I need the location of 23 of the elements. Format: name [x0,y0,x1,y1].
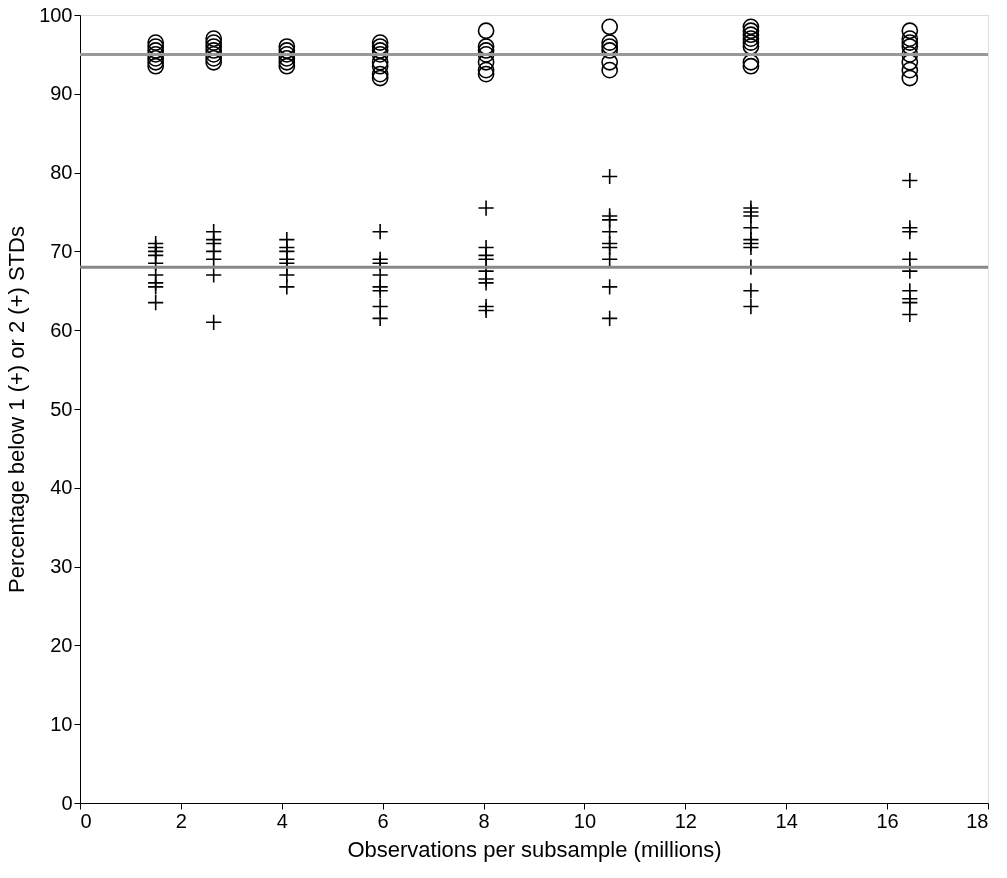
y-tick-label: 10 [50,712,73,735]
y-tick-label: 80 [50,161,73,184]
y-tick-label: 50 [50,397,73,420]
x-tick-label: 12 [674,809,697,832]
y-tick-label: 40 [50,476,73,499]
y-tick-label: 70 [50,239,73,262]
x-tick-label: 8 [478,809,490,832]
x-tick-label: 2 [175,809,187,832]
x-tick-label: 0 [80,809,92,832]
x-tick-label: 14 [775,809,798,832]
x-tick-label: 18 [966,809,989,832]
x-axis-title: Observations per subsample (millions) [347,836,722,862]
y-tick-label: 0 [61,791,73,814]
x-tick-label: 10 [573,809,597,832]
x-tick-label: 4 [276,809,288,832]
y-tick-label: 20 [50,633,73,656]
y-tick-label: 90 [50,82,73,105]
x-tick-label: 6 [377,809,389,832]
y-tick-label: 60 [50,318,73,341]
y-tick-label: 100 [39,3,73,26]
x-tick-label: 16 [876,809,899,832]
y-axis-title: Percentage below 1 (+) or 2 (+) STDs [4,226,30,593]
y-tick-label: 30 [50,555,73,578]
